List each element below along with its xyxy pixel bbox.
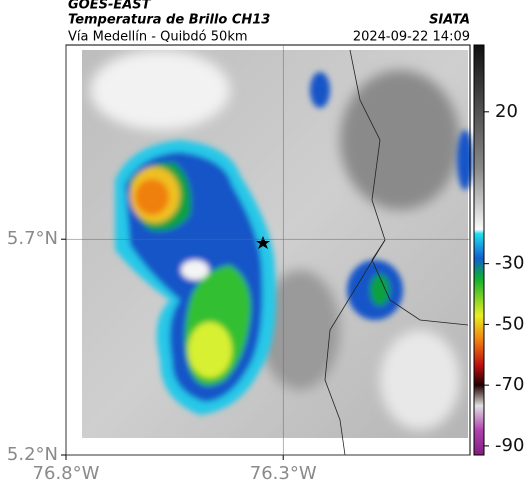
colorbar-tick-label: -90 — [495, 435, 524, 456]
colorbar-tick-label: -30 — [495, 253, 524, 274]
title: Temperatura de Brillo CH13 — [68, 13, 270, 28]
y-tick-label: 5.7°N — [7, 228, 58, 249]
subtitle: Vía Medellín - Quibdó 50km — [68, 30, 248, 45]
org: SIATA — [429, 13, 470, 28]
imagery — [82, 49, 473, 456]
datetime: 2024-09-22 14:09 — [353, 30, 470, 45]
colorbar-tick-label: -70 — [495, 374, 524, 395]
colorbar-tick-label: -50 — [495, 313, 524, 334]
x-tick-label: 76.8°W — [33, 463, 100, 484]
colorbar — [473, 44, 485, 456]
colorbar-tick-label: 20 — [495, 101, 518, 122]
y-tick-label: 5.2°N — [7, 444, 58, 465]
source: GOES-EAST — [68, 0, 152, 13]
x-tick-label: 76.3°W — [250, 463, 317, 484]
